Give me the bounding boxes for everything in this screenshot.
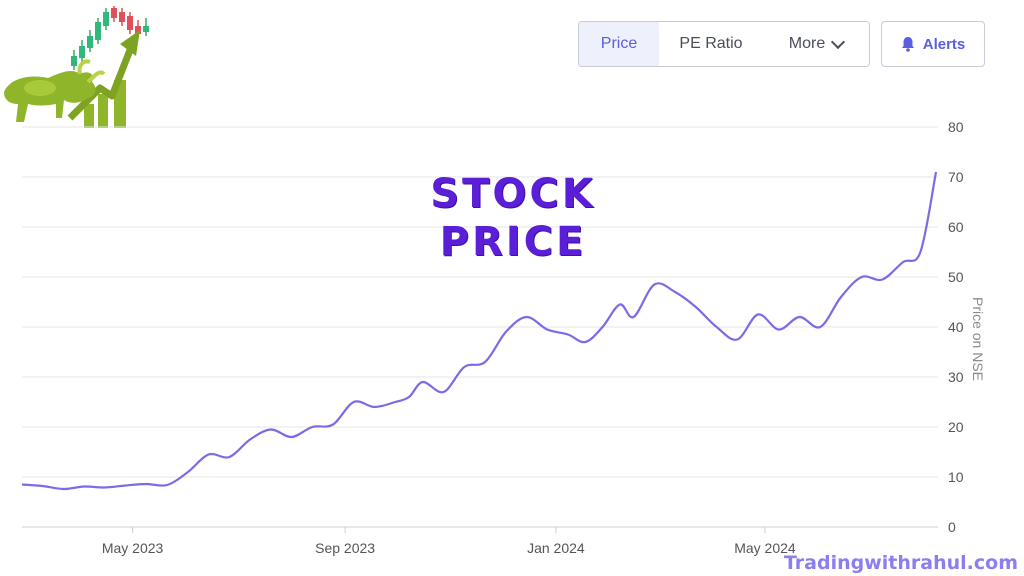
bull-icon — [4, 59, 106, 122]
x-tick-label: May 2023 — [102, 540, 164, 556]
y-tick-label: 10 — [948, 469, 964, 485]
x-axis-ticks: May 2023 Sep 2023 Jan 2024 May 2024 — [102, 527, 796, 556]
y-axis-ticks: 0 10 20 30 40 50 60 70 80 — [948, 119, 964, 535]
tab-pe-ratio[interactable]: PE Ratio — [659, 22, 763, 66]
y-axis-label: Price on NSE — [970, 297, 986, 381]
y-tick-label: 60 — [948, 219, 964, 235]
alerts-label: Alerts — [922, 35, 966, 53]
x-tick-label: Jan 2024 — [527, 540, 585, 556]
tab-more-label: More — [788, 35, 826, 52]
candlestick-icon — [71, 6, 149, 70]
arrow-up-icon — [67, 30, 140, 121]
watermark: Tradingwithrahul.com — [783, 552, 1018, 574]
bell-icon — [901, 37, 914, 52]
y-tick-label: 50 — [948, 269, 964, 285]
tab-pe-ratio-label: PE Ratio — [679, 35, 743, 52]
chart-tabs: Price PE Ratio More — [578, 21, 870, 67]
y-tick-label: 40 — [948, 319, 964, 335]
overlay-title: STOCK PRICE — [430, 171, 596, 265]
x-tick-label: Sep 2023 — [315, 540, 375, 556]
y-tick-label: 20 — [948, 419, 964, 435]
tab-price[interactable]: Price — [579, 22, 659, 66]
bull-logo — [4, 6, 149, 128]
y-tick-label: 0 — [948, 519, 956, 535]
tab-price-label: Price — [600, 35, 638, 52]
alerts-button[interactable]: Alerts — [881, 21, 985, 67]
grid-lines — [22, 126, 938, 528]
tab-more[interactable]: More — [763, 22, 869, 66]
series-line-price — [21, 171, 938, 491]
y-tick-label: 70 — [948, 169, 964, 185]
x-tick-label: May 2024 — [734, 540, 796, 556]
y-tick-label: 30 — [948, 369, 964, 385]
y-tick-label: 80 — [948, 119, 964, 135]
